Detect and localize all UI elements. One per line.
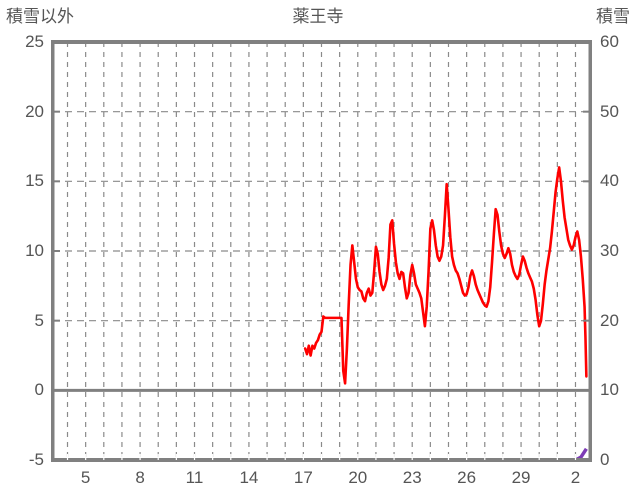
right-tick-20: 20 xyxy=(600,310,619,330)
left-tick-25: 25 xyxy=(25,32,44,51)
left-axis-title: 積雪以外 xyxy=(6,7,74,26)
x-tick-20: 20 xyxy=(348,468,368,487)
left-tick-15: 15 xyxy=(25,171,44,191)
left-axis-tick-marks xyxy=(53,41,60,461)
x-tick-2: 2 xyxy=(570,468,581,487)
x-tick-11: 11 xyxy=(185,468,204,487)
right-tick-50: 50 xyxy=(600,101,619,121)
right-tick-40: 40 xyxy=(600,171,619,191)
x-tick-23: 23 xyxy=(402,468,422,487)
left-tick-20: 20 xyxy=(25,101,44,121)
right-tick-0: 0 xyxy=(600,450,610,469)
x-axis-tick-marks xyxy=(66,454,577,460)
left-tick-5: 5 xyxy=(34,310,44,330)
left-tick--5: -5 xyxy=(28,450,44,469)
left-tick-10: 10 xyxy=(25,241,44,260)
right-axis-tick-marks xyxy=(583,41,590,461)
right-axis-title: 積雪 xyxy=(596,7,630,26)
right-tick-30: 30 xyxy=(600,241,619,260)
x-tick-5: 5 xyxy=(80,468,91,487)
left-tick-0: 0 xyxy=(34,380,44,400)
x-tick-26: 26 xyxy=(457,468,477,487)
plot-area xyxy=(51,40,592,462)
right-axis-tick-labels: 60 50 40 30 20 10 0 xyxy=(600,0,636,501)
x-tick-14: 14 xyxy=(239,468,259,487)
horizontal-gridlines xyxy=(53,111,590,322)
left-axis-tick-labels: 25 20 15 10 5 0 -5 xyxy=(0,0,44,501)
series-line-other xyxy=(303,166,588,385)
x-tick-17: 17 xyxy=(293,468,313,487)
chart-title: 薬王寺 xyxy=(292,7,344,26)
right-tick-60: 60 xyxy=(600,32,619,51)
right-tick-10: 10 xyxy=(600,380,619,400)
x-tick-29: 29 xyxy=(511,468,531,487)
x-tick-8: 8 xyxy=(135,468,145,487)
plot-svg xyxy=(51,40,592,462)
